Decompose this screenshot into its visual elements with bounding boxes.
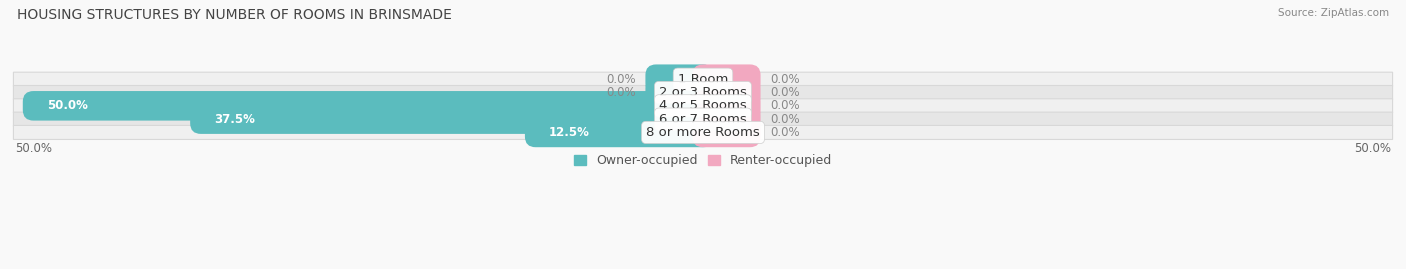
- FancyBboxPatch shape: [14, 125, 1392, 139]
- Text: 0.0%: 0.0%: [770, 86, 800, 99]
- FancyBboxPatch shape: [190, 104, 714, 134]
- FancyBboxPatch shape: [645, 65, 714, 94]
- FancyBboxPatch shape: [14, 72, 1392, 86]
- Text: 0.0%: 0.0%: [770, 73, 800, 86]
- FancyBboxPatch shape: [692, 104, 761, 134]
- Text: 1 Room: 1 Room: [678, 73, 728, 86]
- Text: 0.0%: 0.0%: [606, 73, 636, 86]
- Text: 0.0%: 0.0%: [770, 113, 800, 126]
- Text: Source: ZipAtlas.com: Source: ZipAtlas.com: [1278, 8, 1389, 18]
- FancyBboxPatch shape: [14, 99, 1392, 113]
- Text: 6 or 7 Rooms: 6 or 7 Rooms: [659, 113, 747, 126]
- FancyBboxPatch shape: [692, 118, 761, 147]
- FancyBboxPatch shape: [692, 91, 761, 121]
- Text: 0.0%: 0.0%: [770, 99, 800, 112]
- FancyBboxPatch shape: [14, 86, 1392, 100]
- FancyBboxPatch shape: [524, 118, 714, 147]
- Legend: Owner-occupied, Renter-occupied: Owner-occupied, Renter-occupied: [574, 154, 832, 167]
- Text: 4 or 5 Rooms: 4 or 5 Rooms: [659, 99, 747, 112]
- Text: 12.5%: 12.5%: [548, 126, 591, 139]
- Text: 0.0%: 0.0%: [606, 86, 636, 99]
- FancyBboxPatch shape: [14, 112, 1392, 126]
- Text: 2 or 3 Rooms: 2 or 3 Rooms: [659, 86, 747, 99]
- FancyBboxPatch shape: [645, 78, 714, 107]
- FancyBboxPatch shape: [692, 78, 761, 107]
- Text: 0.0%: 0.0%: [770, 126, 800, 139]
- Text: 37.5%: 37.5%: [214, 113, 254, 126]
- Text: 8 or more Rooms: 8 or more Rooms: [647, 126, 759, 139]
- FancyBboxPatch shape: [22, 91, 714, 121]
- Text: 50.0%: 50.0%: [46, 99, 87, 112]
- FancyBboxPatch shape: [692, 65, 761, 94]
- Text: HOUSING STRUCTURES BY NUMBER OF ROOMS IN BRINSMADE: HOUSING STRUCTURES BY NUMBER OF ROOMS IN…: [17, 8, 451, 22]
